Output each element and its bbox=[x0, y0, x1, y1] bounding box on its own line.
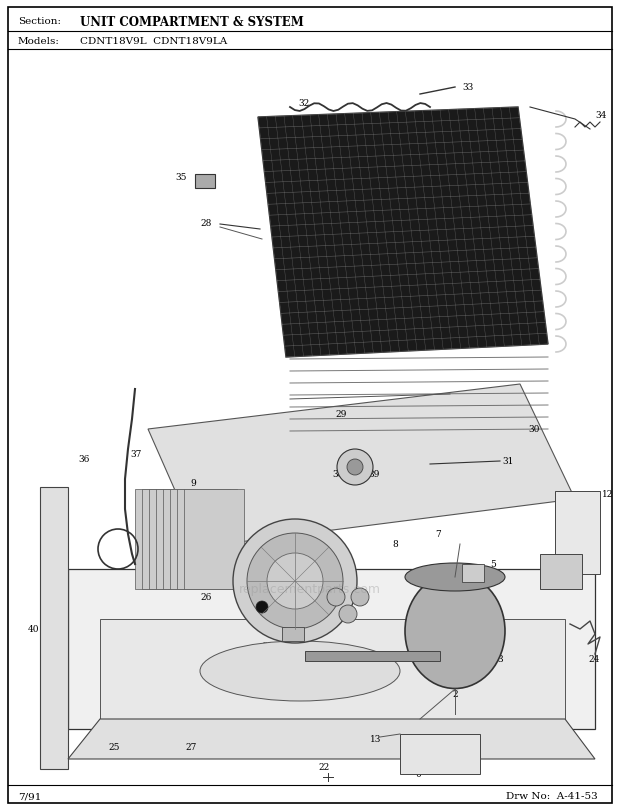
Text: CDNT18V9L  CDNT18V9LA: CDNT18V9L CDNT18V9LA bbox=[80, 36, 228, 45]
Text: 23: 23 bbox=[560, 543, 571, 551]
Text: 37: 37 bbox=[130, 450, 141, 459]
Text: 24: 24 bbox=[588, 654, 600, 663]
Bar bbox=[400, 734, 480, 774]
Circle shape bbox=[233, 519, 357, 643]
Text: Section:: Section: bbox=[18, 18, 61, 27]
Text: 39: 39 bbox=[368, 470, 379, 479]
Text: 5: 5 bbox=[490, 560, 496, 569]
Ellipse shape bbox=[405, 564, 505, 591]
Circle shape bbox=[337, 449, 373, 486]
Text: 20: 20 bbox=[262, 640, 272, 648]
Bar bbox=[462, 564, 484, 582]
Text: 3: 3 bbox=[497, 654, 503, 663]
Text: 0: 0 bbox=[415, 770, 421, 779]
Text: 8: 8 bbox=[392, 540, 398, 549]
Circle shape bbox=[256, 601, 268, 613]
Text: 29: 29 bbox=[335, 410, 347, 419]
Text: 40: 40 bbox=[28, 624, 40, 633]
Text: Drw No:  A-41-53: Drw No: A-41-53 bbox=[507, 792, 598, 800]
Text: 34: 34 bbox=[595, 110, 606, 119]
Text: 7: 7 bbox=[435, 530, 441, 539]
Polygon shape bbox=[142, 489, 202, 590]
Circle shape bbox=[351, 588, 369, 607]
Polygon shape bbox=[163, 489, 223, 590]
Text: 13: 13 bbox=[370, 735, 381, 744]
Text: 12: 12 bbox=[602, 490, 613, 499]
Polygon shape bbox=[100, 620, 565, 719]
Text: 36: 36 bbox=[78, 455, 89, 464]
Text: 1: 1 bbox=[452, 615, 458, 624]
Text: Models:: Models: bbox=[18, 36, 60, 45]
Text: 22: 22 bbox=[318, 762, 329, 771]
Text: 38: 38 bbox=[332, 470, 343, 479]
Text: 18: 18 bbox=[370, 659, 381, 669]
Text: 10: 10 bbox=[290, 541, 301, 550]
Polygon shape bbox=[258, 108, 548, 358]
Circle shape bbox=[339, 605, 357, 623]
Text: 6: 6 bbox=[490, 577, 496, 586]
Text: 11: 11 bbox=[253, 615, 265, 624]
Text: 27: 27 bbox=[185, 743, 197, 752]
Bar bbox=[540, 554, 582, 590]
Text: 15: 15 bbox=[351, 594, 361, 601]
Text: 35: 35 bbox=[175, 174, 187, 182]
Text: 32: 32 bbox=[298, 98, 309, 107]
Polygon shape bbox=[184, 489, 244, 590]
Polygon shape bbox=[156, 489, 216, 590]
Ellipse shape bbox=[200, 642, 400, 702]
Text: 17: 17 bbox=[300, 555, 311, 564]
Polygon shape bbox=[135, 489, 195, 590]
Circle shape bbox=[247, 534, 343, 629]
Text: 9: 9 bbox=[190, 478, 196, 487]
Bar bbox=[305, 651, 440, 661]
Text: replacementparts.com: replacementparts.com bbox=[239, 583, 381, 596]
Text: 14: 14 bbox=[339, 610, 349, 618]
Text: 28: 28 bbox=[200, 218, 211, 227]
Polygon shape bbox=[148, 384, 575, 547]
Circle shape bbox=[347, 460, 363, 475]
Bar bbox=[282, 627, 304, 642]
Polygon shape bbox=[170, 489, 230, 590]
Text: 19: 19 bbox=[282, 643, 292, 651]
Text: 7/91: 7/91 bbox=[18, 792, 42, 800]
Text: 2: 2 bbox=[452, 689, 458, 698]
Circle shape bbox=[327, 588, 345, 607]
Text: UNIT COMPARTMENT & SYSTEM: UNIT COMPARTMENT & SYSTEM bbox=[80, 15, 304, 28]
Text: 16: 16 bbox=[327, 594, 337, 601]
Polygon shape bbox=[177, 489, 237, 590]
Ellipse shape bbox=[405, 574, 505, 689]
Circle shape bbox=[267, 553, 323, 609]
Bar bbox=[195, 175, 215, 189]
Polygon shape bbox=[68, 719, 595, 759]
Polygon shape bbox=[68, 569, 595, 729]
Polygon shape bbox=[555, 491, 600, 574]
Text: 31: 31 bbox=[502, 457, 513, 466]
Text: 26: 26 bbox=[200, 593, 211, 602]
Text: 4: 4 bbox=[460, 590, 466, 599]
Text: 33: 33 bbox=[462, 84, 473, 92]
Text: 25: 25 bbox=[108, 743, 120, 752]
Polygon shape bbox=[40, 487, 68, 769]
Text: 30: 30 bbox=[528, 425, 539, 434]
Polygon shape bbox=[149, 489, 209, 590]
Text: 21: 21 bbox=[420, 585, 432, 594]
